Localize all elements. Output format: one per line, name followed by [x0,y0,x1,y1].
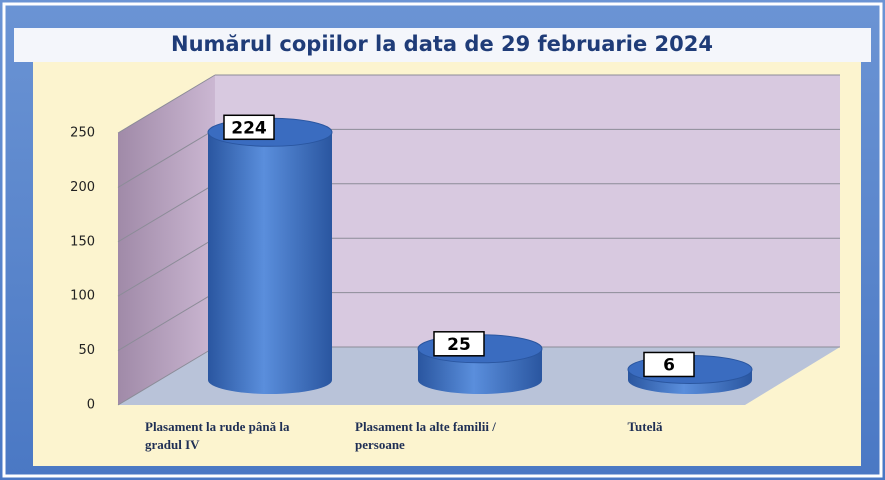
bar [627,351,753,394]
x-tick-label: Plasament la alte familii / persoane [355,419,496,452]
x-tick-label: Plasament la rude până la gradul IV [145,419,290,452]
chart-title: Numărul copiilor la data de 29 februarie… [171,32,713,56]
bar [207,114,333,394]
y-tick-label: 50 [78,343,95,358]
x-tick-label: Tutelă [627,419,663,434]
grid-line [117,237,216,297]
side-wall [118,75,215,405]
value-label: 6 [663,355,675,375]
title-band [14,28,871,62]
grid-line [117,74,216,134]
y-tick-label: 0 [87,398,95,413]
cylinder-body [208,132,332,394]
bar [417,331,543,394]
back-wall [215,75,840,347]
value-label-box [223,114,275,141]
value-label: 224 [231,118,267,138]
y-tick-label: 100 [70,289,95,304]
grid-line [117,128,216,188]
y-tick-label: 150 [70,234,95,249]
y-tick-label: 250 [70,126,95,141]
grid-line [117,346,216,406]
grid-line [117,292,216,352]
value-label: 25 [447,335,471,355]
value-label-box [643,351,695,378]
grid-line [117,183,216,243]
value-label-box [433,331,485,357]
y-tick-label: 200 [70,180,95,195]
